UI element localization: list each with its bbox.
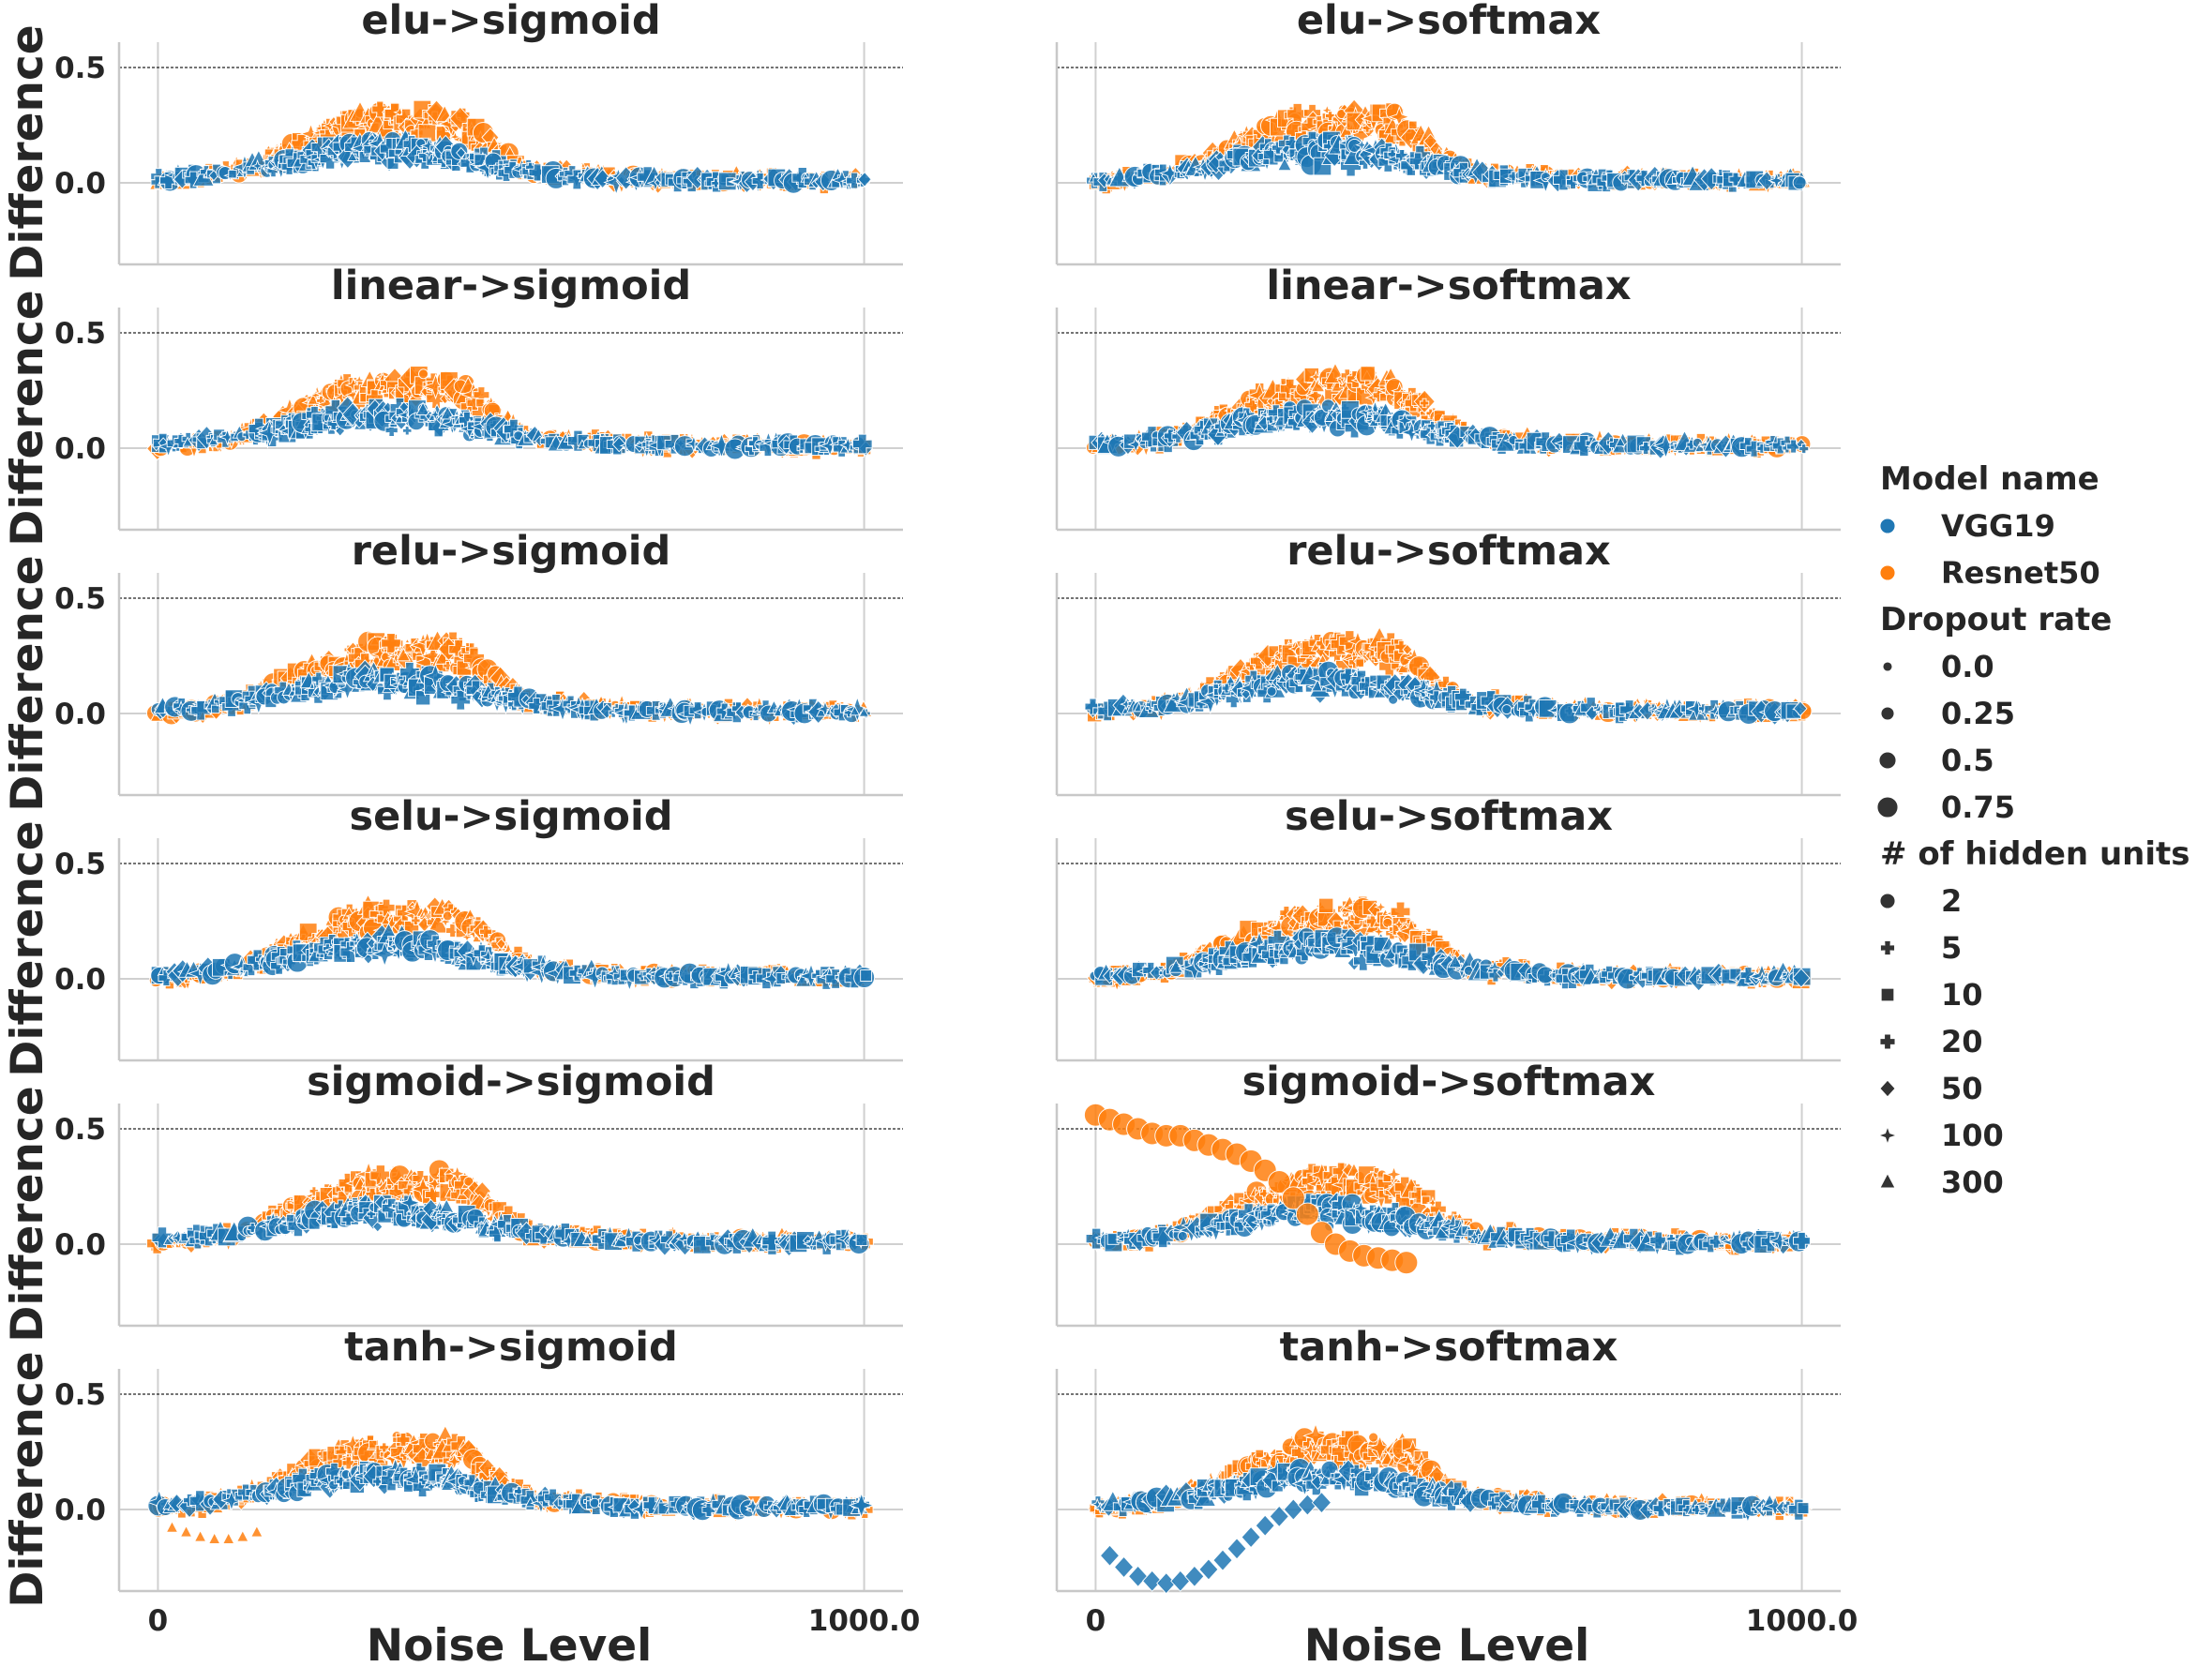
scatter-points (146, 629, 873, 728)
y-tick-label: 0.0 (54, 432, 106, 466)
panel-title: relu->sigmoid (352, 528, 671, 575)
y-axis-label: Difference (2, 820, 53, 1076)
data-point-vgg19 (1792, 175, 1807, 190)
data-point-vgg19 (857, 171, 872, 188)
data-point-resnet50 (1318, 897, 1334, 913)
y-tick-label: 0.0 (54, 1228, 106, 1262)
data-point-vgg19 (440, 405, 456, 420)
data-point-vgg19 (386, 158, 399, 170)
data-point-vgg19 (594, 169, 612, 189)
panel-title: elu->softmax (1297, 0, 1602, 44)
data-point-vgg19 (860, 969, 873, 982)
data-point-vgg19 (399, 400, 410, 413)
panel-title: linear->softmax (1266, 263, 1632, 309)
y-axis-label: Difference (2, 24, 53, 280)
panel-relu-softmax: relu->softmax (1055, 528, 1841, 797)
scatter-points (146, 366, 873, 461)
data-point-vgg19 (528, 163, 547, 182)
data-point-resnet50 (1408, 120, 1418, 130)
panel-title: elu->sigmoid (361, 0, 660, 44)
scatter-points (1086, 894, 1812, 993)
data-point-vgg19 (184, 171, 203, 189)
data-point-vgg19 (1501, 704, 1512, 715)
scatter-points (146, 1159, 874, 1257)
panel-selu-softmax: selu->softmax (1055, 793, 1841, 1062)
panel-title: linear->sigmoid (331, 263, 691, 309)
y-tick-label: 0.5 (54, 317, 106, 351)
data-point-resnet50 (1360, 366, 1376, 382)
data-point-vgg19 (250, 158, 264, 173)
panel-elu-softmax: elu->softmax (1055, 0, 1841, 266)
y-tick-label: 0.5 (54, 582, 106, 616)
data-point-resnet50 (1382, 917, 1393, 928)
panel-title: selu->softmax (1285, 793, 1613, 840)
data-point-resnet50 (1355, 658, 1364, 668)
y-tick-label: 0.0 (54, 167, 106, 201)
data-point-vgg19 (419, 137, 438, 155)
facet-grid: elu->sigmoid0.50.0Differenceelu->softmax… (2, 0, 1858, 1638)
y-axis-label: Difference (2, 555, 53, 811)
data-point-vgg19 (384, 423, 399, 437)
scatter-points (148, 894, 876, 992)
scatter-points (1086, 98, 1812, 196)
panel-title: sigmoid->sigmoid (307, 1059, 715, 1105)
data-point-resnet50 (1325, 111, 1336, 122)
y-tick-label: 0.5 (54, 848, 106, 881)
data-point-vgg19 (415, 401, 430, 416)
scatter-points (148, 99, 872, 196)
y-tick-label: 0.0 (54, 698, 106, 731)
y-tick-label: 0.5 (54, 1113, 106, 1147)
y-axis-label: Difference (2, 290, 53, 546)
data-point-resnet50 (448, 130, 462, 144)
data-point-vgg19 (1277, 157, 1292, 172)
data-point-vgg19 (210, 704, 220, 714)
y-tick-label: 0.5 (54, 52, 106, 85)
scatter-points (1085, 362, 1812, 460)
panel-title: relu->softmax (1287, 528, 1611, 575)
y-axis-label: Difference (2, 1086, 53, 1342)
data-point-vgg19 (228, 169, 237, 179)
scatter-points (1083, 626, 1813, 726)
panel-linear-softmax: linear->softmax (1055, 263, 1841, 532)
y-tick-label: 0.0 (54, 963, 106, 997)
data-point-resnet50 (475, 398, 485, 408)
data-point-vgg19 (1266, 685, 1277, 697)
data-point-resnet50 (418, 368, 429, 380)
data-point-vgg19 (347, 150, 358, 161)
panel-title: selu->sigmoid (350, 793, 673, 840)
